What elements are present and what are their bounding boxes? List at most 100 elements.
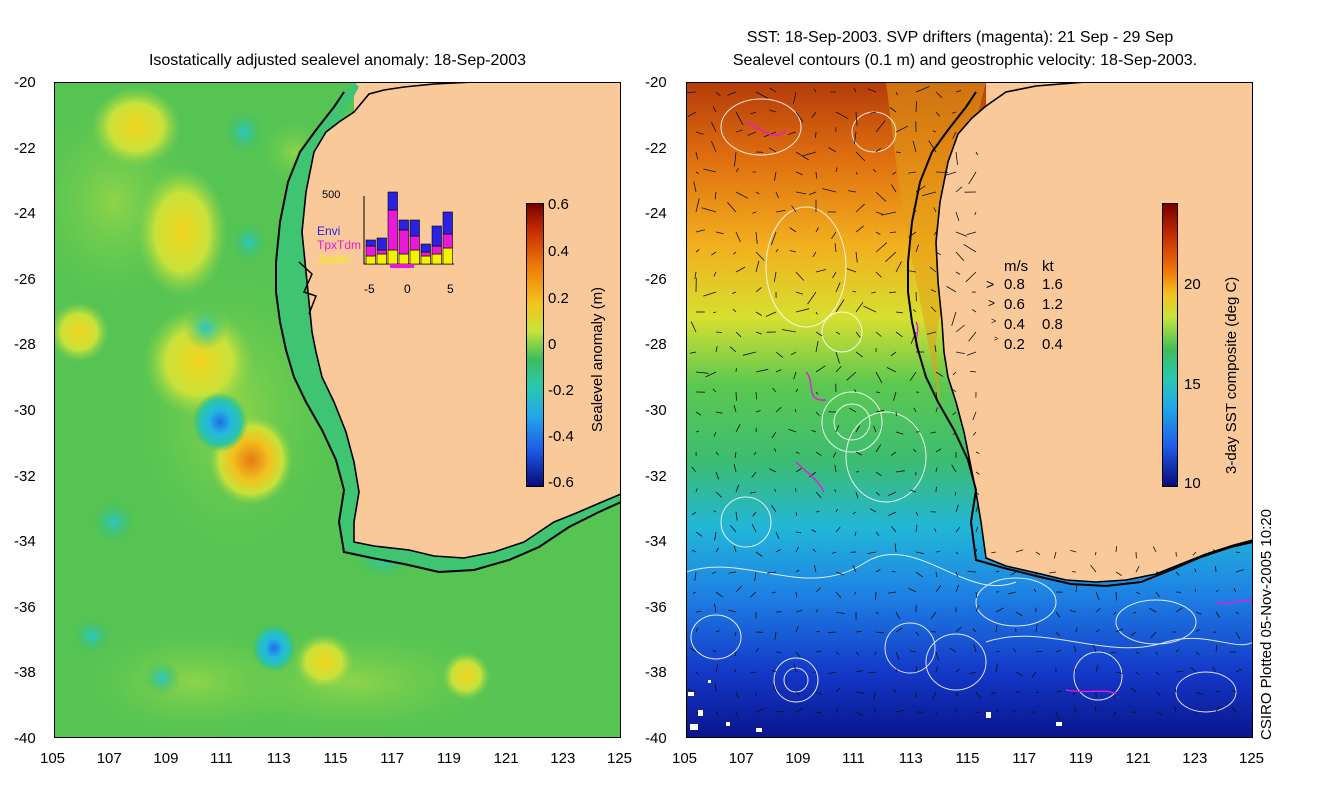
inset-bar: [409, 219, 420, 237]
velocity-arrow: [955, 186, 963, 193]
velocity-arrow: [769, 87, 777, 93]
left-y-tick: -30: [14, 402, 36, 419]
velocity-arrow: [750, 671, 757, 674]
velocity-arrow: [1015, 549, 1024, 553]
velocity-arrow: [714, 531, 717, 541]
left-x-tick: 119: [436, 750, 461, 767]
velocity-arrow: [692, 549, 697, 553]
velocity-arrow: [811, 529, 817, 533]
right-x-tick: 105: [672, 750, 698, 767]
velocity-arrow: [775, 407, 782, 413]
velocity-arrow: [815, 650, 821, 653]
velocity-arrow: [1155, 711, 1163, 716]
velocity-arrow: [742, 351, 757, 356]
velocity-arrow: [1033, 588, 1037, 593]
velocity-arrow: [835, 526, 841, 533]
velocity-arrow: [828, 671, 837, 674]
velocity-arrow: [1195, 628, 1200, 633]
velocity-arrow: [1232, 689, 1237, 693]
velocity-arrow: [728, 571, 737, 574]
velocity-arrow: [768, 147, 777, 153]
velocity-arrow: [1049, 571, 1057, 574]
velocity-arrow: [935, 91, 943, 98]
velocity-arrow: [1035, 691, 1040, 694]
inset-xtick-0: 0: [404, 282, 411, 296]
velocity-arrow: [912, 309, 917, 313]
right-x-tick: 117: [1012, 750, 1037, 767]
velocity-arrow: [733, 463, 737, 473]
velocity-arrow: [751, 524, 757, 533]
velocity-arrow: [1233, 588, 1237, 593]
velocity-arrow: [853, 87, 857, 93]
velocity-arrow: [855, 670, 863, 673]
left-x-tick: 121: [493, 750, 519, 767]
velocity-arrow: [872, 168, 877, 173]
velocity-arrow: [755, 191, 760, 195]
velocity-arrow: [1113, 611, 1117, 615]
left-y-tick: -38: [14, 664, 36, 682]
velocity-arrow: [895, 151, 901, 154]
velocity-arrow: [872, 691, 877, 700]
velocity-arrow: [855, 151, 866, 162]
velocity-arrow: [835, 508, 838, 513]
velocity-arrow: [1235, 569, 1245, 573]
velocity-arrow: [867, 551, 877, 554]
velocity-arrow: [712, 571, 717, 574]
velocity-arrow: [915, 244, 919, 253]
velocity-arrow: [869, 508, 877, 513]
velocity-arrow: [895, 470, 905, 473]
velocity-arrow: [788, 428, 797, 433]
velocity-arrow: [728, 609, 737, 613]
velocity-arrow: [995, 570, 1000, 573]
inset-bar: [442, 247, 453, 265]
inset-bar: [376, 253, 387, 265]
velocity-arrow: [974, 211, 977, 216]
velocity-arrow: [835, 708, 839, 713]
velocity-arrow: [715, 91, 721, 97]
velocity-arrow: [811, 111, 817, 119]
velocity-arrow: [949, 647, 957, 653]
velocity-legend: m/s kt > 0.8 1.6 > 0.6 1.2 > 0.4 0.8 > 0…: [986, 258, 1106, 358]
velocity-arrow: [891, 571, 897, 573]
velocity-arrow: [855, 451, 862, 456]
velocity-arrow: [1155, 651, 1158, 656]
velocity-arrow: [975, 471, 980, 475]
velocity-arrow: [822, 188, 837, 193]
velocity-arrow: [715, 711, 719, 716]
velocity-legend-ms: 0.8: [1004, 276, 1025, 293]
left-y-tick: -32: [14, 467, 36, 485]
velocity-arrow: [795, 691, 800, 696]
left-y-tick: -36: [14, 598, 36, 616]
velocity-arrow: [734, 631, 737, 637]
velocity-arrow: [733, 251, 737, 255]
velocity-arrow: [1150, 631, 1157, 639]
left-panel-title: Isostatically adjusted sealevel anomaly:…: [148, 52, 527, 69]
velocity-arrow: [1175, 607, 1183, 613]
velocity-arrow: [755, 551, 763, 557]
velocity-arrow: [815, 311, 818, 315]
velocity-arrow: [855, 225, 864, 233]
velocity-arrow: [875, 569, 881, 573]
velocity-arrow: [735, 111, 744, 126]
velocity-arrow: [1115, 628, 1124, 633]
velocity-arrow: [712, 388, 717, 393]
velocity-arrow: [895, 311, 903, 314]
velocity-arrow: [769, 109, 777, 113]
velocity-arrow: [915, 631, 920, 636]
velocity-arrow: [775, 191, 779, 199]
velocity-arrow: [971, 308, 977, 313]
cbar-tick: 0.2: [548, 290, 569, 307]
velocity-arrow: [832, 451, 837, 458]
velocity-arrow: [695, 627, 699, 633]
sst-map: m/s kt > 0.8 1.6 > 0.6 1.2 > 0.4 0.8 > 0…: [686, 82, 1253, 738]
velocity-arrow: [968, 331, 977, 342]
velocity-arrow: [815, 609, 819, 613]
velocity-arrow: [888, 511, 897, 517]
velocity-arrow: [713, 431, 717, 437]
velocity-arrow: [755, 368, 769, 373]
velocity-arrow: [889, 231, 897, 233]
velocity-arrow: [966, 351, 977, 356]
velocity-arrow: [955, 584, 960, 593]
sst-cbar-tick: 15: [1184, 376, 1201, 393]
velocity-arrow: [1112, 711, 1117, 717]
